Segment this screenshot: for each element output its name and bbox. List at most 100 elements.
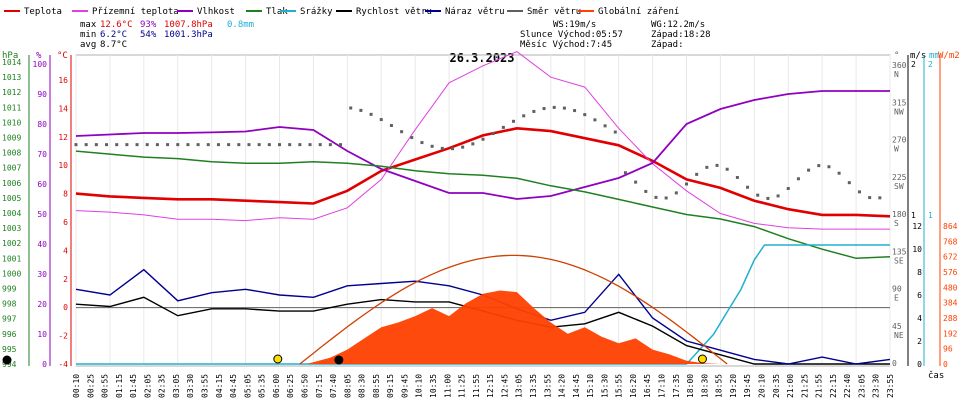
wind-dir-marker: [410, 136, 414, 140]
stats-avg-label: avg: [80, 40, 96, 50]
wind-dir-marker: [257, 143, 261, 147]
wind-dir-marker: [613, 130, 617, 134]
wind-dir-marker: [878, 196, 882, 200]
x-tick-label: 23:30: [872, 374, 881, 398]
wind-dir-marker: [562, 106, 566, 110]
wind-dir-marker: [664, 196, 668, 200]
stats-max-rain: 0.8mm: [227, 20, 254, 30]
axes: 1014101310121011101010091008100710061005…: [2, 54, 958, 369]
dir-name-label: NW: [894, 107, 904, 116]
dir-name-label: S: [894, 219, 899, 228]
hpa-tick-label: 1008: [2, 149, 21, 158]
x-tick-label: 10:10: [415, 374, 424, 398]
plot-area: [2, 51, 891, 365]
legend-label: Tlak: [266, 7, 288, 17]
rad-tick-label: 288: [943, 314, 958, 323]
hpa-tick-label: 1006: [2, 179, 21, 188]
wind-dir-marker: [593, 118, 597, 122]
rad-tick-label: 864: [943, 222, 958, 231]
stats-max-temp: 12.6°C: [100, 20, 133, 30]
wind-dir-marker: [247, 143, 251, 147]
wind-dir-marker: [267, 143, 271, 147]
stats-max-hum: 93%: [140, 20, 157, 30]
ms-tick-label: 1: [911, 211, 916, 220]
stats-max-label: max: [80, 20, 97, 30]
wind-tick-label: 12: [912, 222, 922, 231]
x-tick-label: 06:00: [272, 374, 281, 398]
wind-dir-marker: [84, 143, 88, 147]
temp-tick-label: 8: [63, 190, 68, 199]
rad-tick-label: 480: [943, 283, 958, 292]
wind-dir-marker: [186, 143, 190, 147]
stats-min-press: 1001.3hPa: [164, 30, 213, 40]
pct-tick-label: 50: [37, 210, 47, 219]
x-tick-label: 06:50: [300, 374, 309, 398]
dir-name-label: SW: [894, 182, 904, 191]
temp-tick-label: 16: [58, 76, 68, 85]
wind-dir-marker: [430, 144, 434, 148]
dir-tick-label: 0: [892, 359, 897, 368]
wind-dir-marker: [695, 172, 699, 176]
x-tick-label: 03:55: [201, 374, 210, 398]
dir-name-label: SE: [894, 256, 904, 265]
wind-dir-marker: [379, 118, 383, 122]
x-tick-label: 15:30: [600, 374, 609, 398]
stats-wg: WG:12.2m/s: [651, 20, 705, 30]
time-axis-label: čas: [928, 370, 944, 381]
wind-dir-marker: [725, 167, 729, 171]
wind-dir-marker: [400, 130, 404, 134]
wind-dir-marker: [796, 177, 800, 181]
hpa-tick-label: 1004: [2, 209, 21, 218]
wind-tick-label: 0: [917, 360, 922, 369]
hpa-tick-label: 1010: [2, 118, 21, 127]
x-tick-label: 19:20: [729, 374, 738, 398]
wind-tick-label: 2: [917, 337, 922, 346]
legend-label: Přízemní teplota: [92, 7, 179, 17]
wind-dir-marker: [237, 143, 241, 147]
wind-dir-marker: [776, 194, 780, 198]
wind-dir-marker: [440, 146, 444, 150]
mm-tick-label: 1: [928, 211, 933, 220]
hpa-tick-label: 998: [2, 300, 17, 309]
wind-dir-marker: [491, 132, 495, 136]
stats-sun-set: Západ:18:28: [651, 30, 711, 40]
wind-dir-marker: [155, 143, 159, 147]
sunset-marker: [697, 354, 707, 364]
dir-axis-label: °: [894, 51, 899, 61]
x-tick-label: 08:55: [372, 374, 381, 398]
x-tick-label: 18:00: [686, 374, 695, 398]
dir-name-label: N: [894, 70, 899, 79]
x-tick-label: 08:05: [343, 374, 352, 398]
x-tick-label: 02:35: [158, 374, 167, 398]
legend-label: Vlhkost: [197, 7, 235, 17]
wind-dir-marker: [145, 143, 149, 147]
dir-tick-label: 135: [892, 247, 907, 256]
temp-tick-label: -2: [58, 332, 68, 341]
stats-min-label: min: [80, 30, 96, 40]
dir-name-label: NE: [894, 331, 904, 340]
wind-dir-marker: [278, 143, 281, 147]
wind-dir-marker: [634, 180, 638, 184]
wind-tick-label: 4: [917, 314, 922, 323]
series-radiation-area: [76, 290, 890, 364]
temp-tick-label: 0: [63, 303, 68, 312]
x-tick-label: 03:05: [172, 374, 181, 398]
wind-dir-marker: [827, 165, 831, 169]
x-axis-labels: 00:10 00:25 00:55 01:15 01:45 02:05 02:35 03:05…: [72, 374, 895, 398]
x-tick-label: 07:40: [329, 374, 338, 398]
legend-label: Globální záření: [598, 7, 679, 17]
wind-dir-marker: [868, 196, 872, 200]
wind-dir-marker: [837, 171, 841, 175]
dir-tick-label: 45: [892, 322, 902, 331]
x-tick-label: 16:20: [629, 374, 638, 398]
wind-dir-marker: [318, 143, 322, 147]
x-tick-label: 05:05: [243, 374, 252, 398]
x-tick-label: 02:05: [143, 374, 152, 398]
pct-tick-label: 90: [37, 90, 47, 99]
radiation-max-arc: [299, 254, 728, 365]
legend-label: Rychlost větru: [356, 7, 432, 17]
ms-axis-label: m/s: [910, 51, 926, 61]
x-tick-label: 21:25: [800, 374, 809, 398]
rad-axis-label: W/m2: [938, 51, 960, 61]
hpa-tick-label: 1013: [2, 73, 21, 82]
